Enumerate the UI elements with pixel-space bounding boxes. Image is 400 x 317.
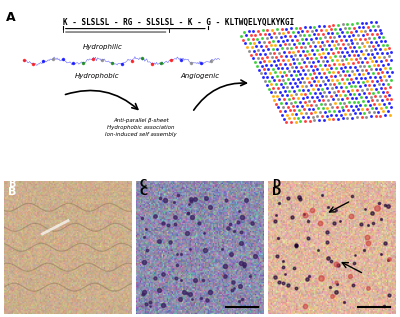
Text: Hydrophobic: Hydrophobic [74,73,119,79]
Text: B: B [8,187,16,197]
Text: C: C [140,187,148,197]
Text: D: D [272,179,280,189]
Text: Hydrophilic: Hydrophilic [82,44,122,50]
Text: C: C [140,179,147,189]
Text: Anti-parallel β-sheet
Hydrophobic association
Ion-induced self assembly: Anti-parallel β-sheet Hydrophobic associ… [105,118,177,137]
Text: K - SLSLSL - RG - SLSLSL - K - G - KLTWQELYQLKYKGI: K - SLSLSL - RG - SLSLSL - K - G - KLTWQ… [63,18,294,27]
Text: A: A [6,11,16,24]
Text: B: B [8,179,15,189]
Text: D: D [272,187,281,197]
Text: Angiogenic: Angiogenic [180,73,220,79]
